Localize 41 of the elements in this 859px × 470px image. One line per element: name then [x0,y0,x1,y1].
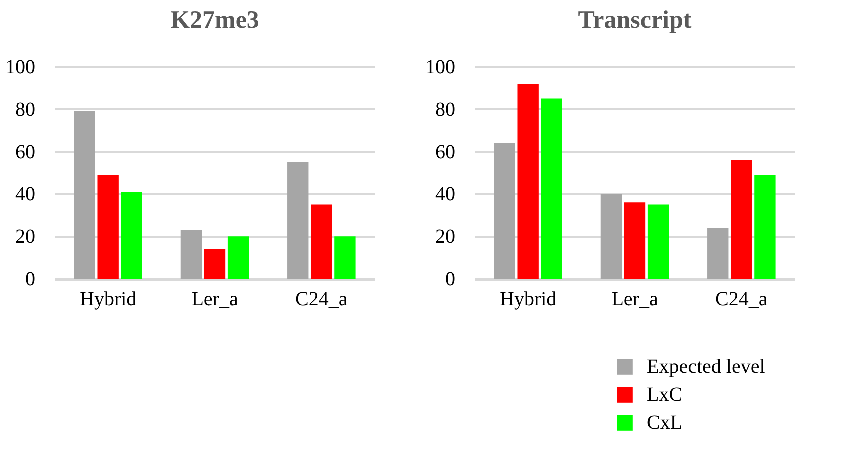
x-tick-label: C24_a [296,288,348,310]
legend-label: CxL [647,412,683,434]
bar [624,202,646,279]
x-tick-label: C24_a [716,288,768,310]
y-tick-label: 60 [16,141,36,164]
chart-title: K27me3 [170,7,260,34]
legend-label: Expected level [647,356,766,378]
bar [731,160,752,279]
bar [708,228,729,279]
legend-label: LxC [647,384,683,406]
y-tick-label: 100 [426,56,456,78]
y-tick-label: 20 [436,226,456,248]
x-tick-label: Ler_a [192,288,238,310]
bar [311,204,332,279]
y-tick-label: 0 [446,268,456,290]
bar [600,194,622,279]
bar [541,98,562,279]
x-tick-label: Hybrid [80,288,137,310]
y-tick-label: 20 [16,226,36,248]
bar [754,175,776,279]
y-tick-label: 0 [26,268,36,290]
y-tick-label: 60 [436,141,456,164]
y-tick-label: 80 [16,98,36,121]
x-tick-label: Ler_a [612,288,658,310]
bar [98,175,119,279]
bar [334,236,356,279]
bar [648,204,670,279]
bar [494,143,516,279]
bar [288,162,309,279]
bar [204,249,226,279]
bar [74,112,96,279]
y-tick-label: 40 [16,184,36,206]
bar [518,84,539,279]
y-tick-label: 80 [436,98,456,121]
y-tick-label: 100 [6,56,36,78]
bar [121,192,142,279]
x-tick-label: Hybrid [500,288,557,310]
bar [228,236,250,279]
y-tick-label: 40 [436,184,456,206]
bar [180,230,202,279]
chart-title: Transcript [578,7,692,34]
